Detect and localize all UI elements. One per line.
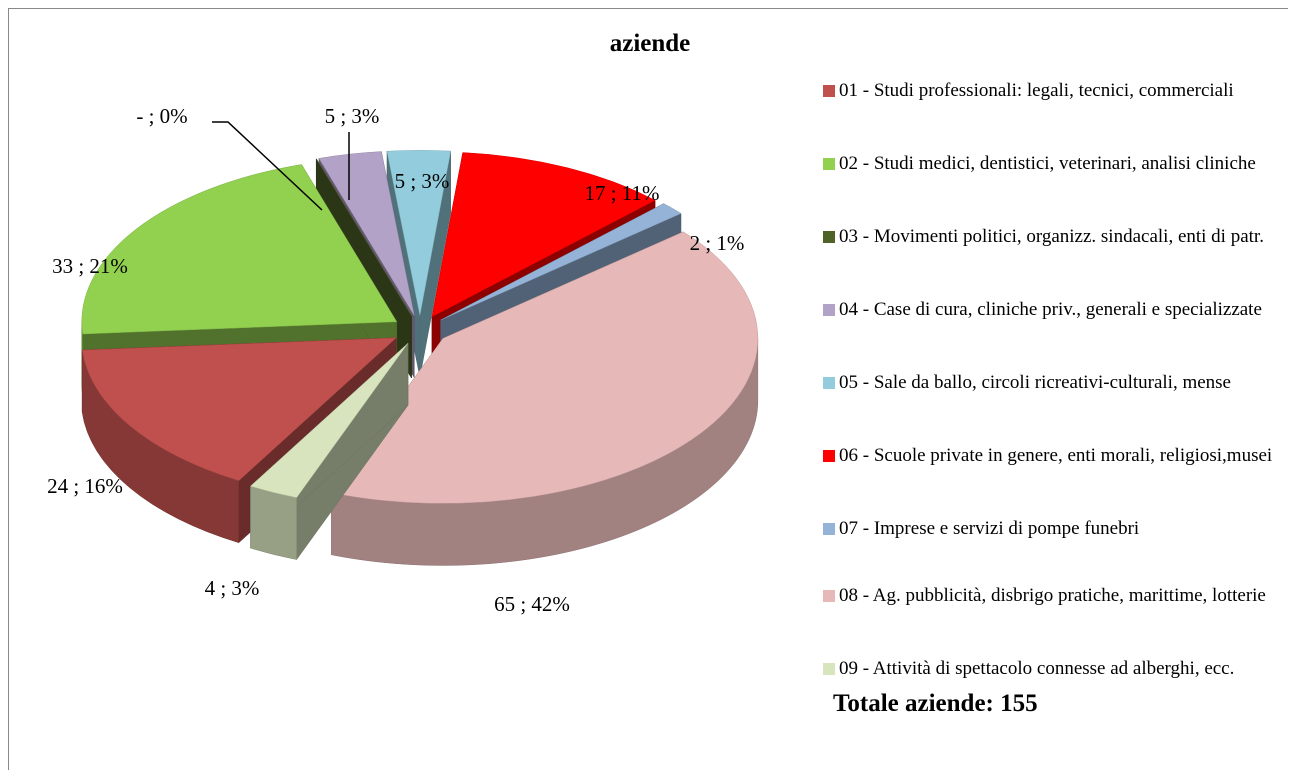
slice-top bbox=[386, 150, 452, 316]
legend-swatch bbox=[823, 158, 835, 170]
chart-frame bbox=[8, 8, 1288, 770]
legend-label: 02 - Studi medici, dentistici, veterinar… bbox=[839, 153, 1256, 174]
legend-item: 07 - Imprese e servizi di pompe funebri bbox=[815, 516, 1275, 541]
data-label: 5 ; 3% bbox=[325, 104, 380, 128]
legend-label: 01 - Studi professionali: legali, tecnic… bbox=[839, 80, 1234, 101]
legend-swatch bbox=[823, 590, 835, 602]
legend-item: 08 - Ag. pubblicità, disbrigo pratiche, … bbox=[815, 583, 1275, 608]
slice-top bbox=[250, 343, 409, 498]
legend-label: 05 - Sale da ballo, circoli ricreativi-c… bbox=[839, 372, 1231, 393]
legend-item: 01 - Studi professionali: legali, tecnic… bbox=[815, 78, 1275, 103]
legend-swatch bbox=[823, 377, 835, 389]
legend-item: 02 - Studi medici, dentistici, veterinar… bbox=[815, 151, 1275, 176]
slice-top bbox=[440, 203, 682, 321]
data-label: 5 ; 3% bbox=[395, 169, 450, 193]
leader-line bbox=[212, 121, 323, 211]
legend-item: 05 - Sale da ballo, circoli ricreativi-c… bbox=[815, 370, 1275, 395]
legend-label: 06 - Scuole private in genere, enti mora… bbox=[839, 445, 1273, 466]
legend-label: 08 - Ag. pubblicità, disbrigo pratiche, … bbox=[839, 585, 1266, 606]
legend-swatch bbox=[823, 231, 835, 243]
legend-swatch bbox=[823, 450, 835, 462]
annotation: Totale aziende: 155 bbox=[833, 690, 1038, 717]
data-label: - ; 0% bbox=[136, 104, 187, 128]
legend-label: 07 - Imprese e servizi di pompe funebri bbox=[839, 518, 1140, 539]
data-label: 4 ; 3% bbox=[205, 576, 260, 600]
legend-swatch bbox=[823, 523, 835, 535]
data-label: 2 ; 1% bbox=[690, 231, 745, 255]
slice-outer-wall bbox=[250, 485, 297, 560]
slice bbox=[250, 342, 409, 561]
data-label: 65 ; 42% bbox=[494, 592, 570, 616]
legend-swatch bbox=[823, 304, 835, 316]
legend-swatch bbox=[823, 663, 835, 675]
data-label: 24 ; 16% bbox=[47, 474, 123, 498]
legend-label: 04 - Case di cura, cliniche priv., gener… bbox=[839, 299, 1262, 320]
legend-swatch bbox=[823, 85, 835, 97]
slice-top bbox=[318, 151, 415, 316]
legend-item: 03 - Movimenti politici, organizz. sinda… bbox=[815, 224, 1275, 249]
slice-top bbox=[81, 337, 397, 481]
legend-item: 09 - Attività di spettacolo connesse ad … bbox=[815, 656, 1275, 681]
slice-top bbox=[331, 231, 759, 504]
legend-label: 03 - Movimenti politici, organizz. sinda… bbox=[839, 226, 1264, 247]
data-label: 33 ; 21% bbox=[52, 254, 128, 278]
legend-item: 04 - Case di cura, cliniche priv., gener… bbox=[815, 297, 1275, 322]
slice-top bbox=[316, 158, 412, 317]
legend-label: 09 - Attività di spettacolo connesse ad … bbox=[839, 658, 1235, 679]
slice-top bbox=[431, 152, 656, 318]
chart-title: aziende bbox=[609, 30, 691, 57]
data-label: 17 ; 11% bbox=[584, 181, 659, 205]
legend-item: 06 - Scuole private in genere, enti mora… bbox=[815, 443, 1275, 468]
slice bbox=[331, 231, 759, 566]
